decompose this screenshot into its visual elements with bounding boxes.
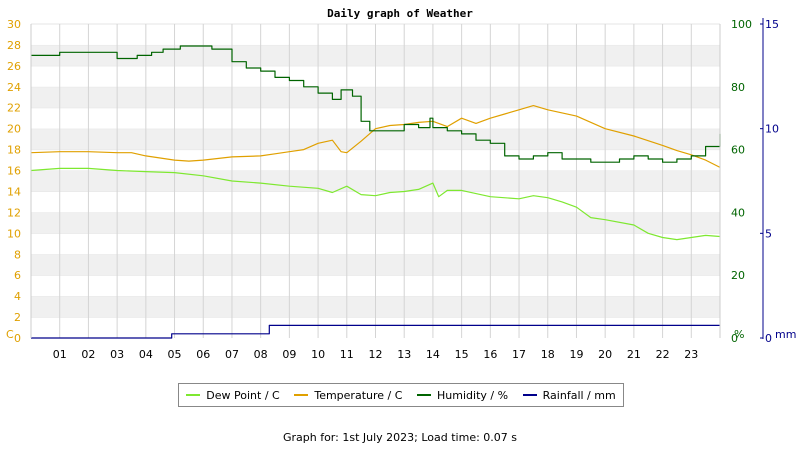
legend: Dew Point / C Temperature / C Humidity /…	[178, 383, 624, 407]
x-tick-label: 14	[426, 348, 440, 361]
x-tick-label: 21	[627, 348, 641, 361]
x-tick-label: 18	[541, 348, 555, 361]
rainfall-axis-unit: mm	[775, 328, 796, 341]
series-line-humidity	[31, 45, 721, 163]
x-tick-label: 10	[311, 348, 325, 361]
left-tick-label: 16	[7, 165, 21, 178]
left-axis-unit: C	[6, 328, 14, 341]
humidity-tick-label: 60	[731, 144, 745, 157]
x-tick-label: 13	[397, 348, 411, 361]
humidity-tick-label: 40	[731, 206, 745, 219]
left-tick-label: 4	[14, 290, 21, 303]
vertical-gridlines	[59, 24, 692, 338]
legend-item-temperature: Temperature / C	[294, 389, 402, 402]
x-tick-label: 15	[455, 348, 469, 361]
left-tick-label: 10	[7, 227, 21, 240]
left-tick-label: 8	[14, 248, 21, 261]
x-tick-label: 06	[196, 348, 210, 361]
legend-swatch-humidity	[417, 394, 432, 396]
series-line-temperature	[30, 105, 721, 168]
x-tick-label: 22	[656, 348, 670, 361]
x-tick-label: 23	[684, 348, 698, 361]
series-lines	[30, 45, 721, 339]
left-tick-label: 6	[14, 269, 21, 282]
x-tick-label: 07	[225, 348, 239, 361]
left-tick-label: 22	[7, 102, 21, 115]
rainfall-axis-ticks: 0 5 10 15	[760, 18, 779, 345]
left-tick-label: 18	[7, 144, 21, 157]
chart-title: Daily graph of Weather	[327, 7, 473, 20]
series-line-dew-point	[30, 167, 721, 241]
left-tick-label: 28	[7, 39, 21, 52]
x-tick-label: 09	[282, 348, 296, 361]
left-tick-label: 24	[7, 81, 21, 94]
legend-swatch-dew-point	[186, 394, 201, 396]
series-line-rainfall	[31, 324, 720, 339]
humidity-tick-label: 20	[731, 269, 745, 282]
x-axis-ticks: 01 02 03 04 05 06 07 08 09 10 11 12 13 14 15 16 17 18 19 20…	[53, 348, 699, 361]
left-tick-label: 20	[7, 123, 21, 136]
x-tick-label: 11	[340, 348, 354, 361]
humidity-axis-unit: %	[734, 328, 744, 341]
left-tick-label: 0	[14, 332, 21, 345]
legend-swatch-rainfall	[522, 394, 537, 396]
left-tick-label: 2	[14, 311, 21, 324]
humidity-tick-label: 0	[731, 332, 738, 345]
x-tick-label: 05	[168, 348, 182, 361]
left-tick-label: 12	[7, 206, 21, 219]
x-tick-label: 17	[512, 348, 526, 361]
left-tick-label: 30	[7, 18, 21, 31]
legend-label-rainfall: Rainfall / mm	[542, 388, 616, 402]
legend-label-humidity: Humidity / %	[437, 388, 509, 402]
humidity-axis-ticks: 0 20 40 60 80 100	[731, 18, 752, 345]
x-tick-label: 02	[81, 348, 95, 361]
footer-info: Graph for: 1st July 2023; Load time: 0.0…	[282, 431, 518, 444]
x-tick-label: 20	[598, 348, 612, 361]
rainfall-tick-label: 15	[765, 18, 779, 31]
x-tick-label: 04	[139, 348, 153, 361]
rainfall-tick-label: 0	[765, 332, 772, 345]
legend-label-temperature: Temperature / C	[314, 388, 403, 402]
legend-item-rainfall: Rainfall / mm	[522, 388, 616, 402]
legend-item-dew-point: Dew Point / C	[186, 388, 280, 402]
x-tick-label: 08	[254, 348, 268, 361]
rainfall-tick-label: 10	[765, 123, 779, 136]
legend-label-dew-point: Dew Point / C	[206, 388, 280, 402]
legend-item-humidity: Humidity / %	[417, 389, 508, 402]
x-tick-label: 12	[369, 348, 383, 361]
humidity-tick-label: 100	[731, 18, 752, 31]
legend-swatch-temperature	[294, 394, 309, 396]
left-tick-label: 14	[7, 185, 21, 198]
x-tick-label: 01	[53, 348, 67, 361]
humidity-tick-label: 80	[731, 81, 745, 94]
x-tick-label: 16	[483, 348, 497, 361]
x-tick-label: 03	[110, 348, 124, 361]
x-tick-label: 19	[569, 348, 583, 361]
left-tick-label: 26	[7, 60, 21, 73]
rainfall-tick-label: 5	[765, 227, 772, 240]
